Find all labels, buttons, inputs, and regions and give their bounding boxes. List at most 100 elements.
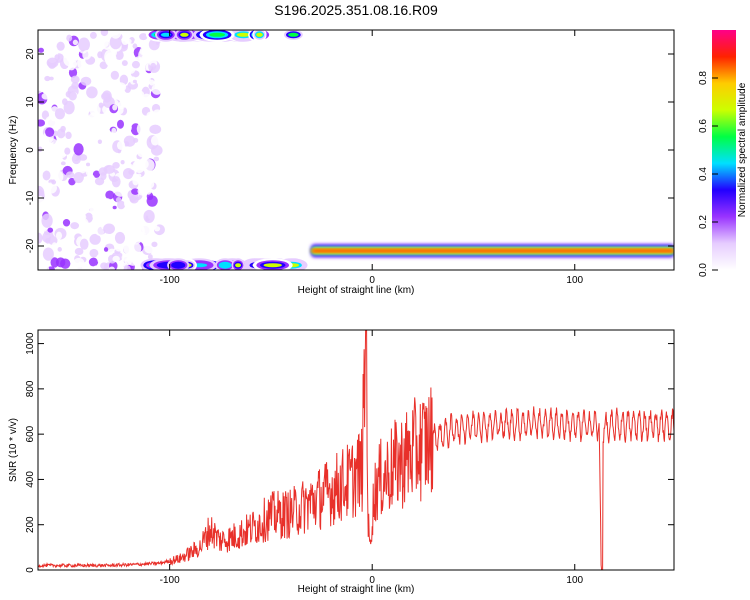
heatmap-noise-blob [70, 222, 80, 230]
heatmap-noise-blob [131, 235, 142, 245]
heatmap-noise-blob [153, 211, 161, 222]
heatmap-noise-blob [139, 33, 148, 41]
heatmap-noise-blob [40, 180, 47, 188]
heatmap-noise-blob [90, 38, 95, 45]
heatmap-noise-blob [144, 76, 151, 83]
heatmap-noise-blob [88, 112, 100, 122]
heatmap-edge-top-blob [256, 32, 263, 37]
heatmap-noise-blob [134, 158, 142, 167]
heatmap-noise-blob [148, 38, 160, 51]
heatmap-noise-blob [50, 257, 59, 268]
heatmap-noise-blob [103, 247, 109, 252]
heatmap-noise-blob [53, 130, 58, 137]
heatmap-y-tick-label-1: 10 [25, 96, 36, 108]
heatmap-noise-blob [71, 153, 82, 165]
line-y-tick-label-0: 0 [25, 567, 36, 573]
heatmap-noise-blob [151, 117, 161, 127]
heatmap-noise-blob [68, 91, 77, 101]
heatmap-noise-blob [65, 171, 75, 178]
heatmap-noise-blob [129, 99, 142, 112]
heatmap-noise-blob [151, 83, 163, 95]
heatmap-noise-blob [73, 191, 83, 200]
heatmap-noise-blob [73, 143, 84, 156]
heatmap-noise-blob [54, 54, 60, 61]
heatmap-noise-blob [112, 104, 118, 111]
heatmap-noise-blob [146, 111, 155, 120]
line-x-tick-label-2: 100 [566, 575, 583, 586]
heatmap-noise-blob [117, 200, 126, 210]
heatmap-noise-blob [73, 172, 84, 184]
heatmap-noise-blob [38, 110, 41, 114]
heatmap-noise-blob [139, 159, 149, 169]
heatmap-noise-blob [120, 160, 125, 165]
heatmap-noise-blob [42, 247, 54, 261]
heatmap-noise-blob [123, 135, 136, 147]
heatmap-noise-blob [38, 119, 46, 127]
heatmap-noise-blob [54, 89, 61, 97]
heatmap-noise-blob [100, 172, 107, 181]
heatmap-noise-blob [97, 91, 103, 97]
heatmap-noise-blob [82, 49, 92, 60]
heatmap-noise-blob [73, 102, 80, 109]
line-x-tick-label-0: -100 [160, 575, 180, 586]
heatmap-noise-blob [68, 177, 76, 186]
colorbar-tick-label-2: 0.4 [698, 167, 709, 181]
heatmap-noise-blob [150, 62, 157, 70]
heatmap-noise-blob [57, 247, 62, 252]
heatmap-noise-blob [76, 30, 86, 40]
heatmap-noise-blob [54, 202, 64, 212]
heatmap-noise-blob [45, 238, 51, 244]
heatmap-noise-blob [103, 78, 115, 88]
heatmap-noise-blob [141, 93, 152, 108]
heatmap-noise-blob [109, 30, 122, 39]
snr-series-line [38, 330, 674, 570]
heatmap-noise-blob [136, 142, 148, 158]
heatmap-noise-blob [89, 233, 101, 245]
heatmap-y-ticks: 20 10 0 -10 -20 [25, 48, 674, 253]
heatmap-noise-blob [100, 127, 111, 140]
heatmap-noise-blob [80, 213, 85, 219]
heatmap-noise-blob [80, 76, 92, 86]
heatmap-edge-top-blob [288, 32, 299, 37]
heatmap-noise-blob [45, 127, 55, 137]
heatmap-noise-blob [97, 139, 103, 144]
heatmap-noise-blob [132, 177, 139, 186]
line-background [38, 330, 674, 570]
heatmap-noise-blob [121, 253, 129, 262]
heatmap-noise-blob [114, 50, 124, 61]
heatmap-y-tick-label-2: 0 [25, 147, 36, 153]
heatmap-y-tick-label-3: -10 [25, 190, 36, 205]
heatmap-noise-blob [98, 102, 104, 108]
heatmap-noise-blob [114, 231, 126, 244]
heatmap-noise-blob [117, 119, 124, 129]
heatmap-noise-blob [71, 82, 80, 90]
heatmap-noise-blob [89, 31, 97, 39]
heatmap-noise-blob [114, 186, 126, 197]
heatmap-x-ticks: -100 0 100 [160, 30, 584, 286]
heatmap-x-tick-label-2: 100 [566, 275, 583, 286]
heatmap-noise-blob [85, 149, 91, 156]
heatmap-noise-blob [51, 179, 57, 185]
heatmap-noise-blob [112, 255, 120, 263]
figure-title: S196.2025.351.08.16.R09 [274, 2, 438, 18]
heatmap-y-tick-label-0: 20 [25, 48, 36, 60]
heatmap-noise-blob [47, 227, 54, 233]
heatmap-edge-top-blob [209, 32, 226, 37]
heatmap-noise-blob [123, 244, 131, 254]
heatmap-noise-blob [131, 145, 137, 150]
line-x-tick-label-1: 0 [369, 575, 375, 586]
heatmap-noise-blob [140, 167, 145, 171]
heatmap-noise-blob [78, 37, 90, 52]
heatmap-noise-blob [107, 112, 114, 119]
heatmap-noise-blob [41, 92, 51, 100]
heatmap-noise-blob [55, 231, 63, 240]
heatmap-noise-blob [125, 38, 132, 44]
heatmap-noise-blob [49, 76, 54, 81]
heatmap-noise-blob [133, 243, 142, 254]
heatmap-noise-blob [94, 223, 106, 236]
heatmap-noise-blob [139, 47, 148, 56]
heatmap-noise-blob [110, 70, 119, 80]
heatmap-x-tick-label-0: -100 [160, 275, 180, 286]
heatmap-noise-blob [112, 205, 117, 210]
heatmap-noise-blob [41, 213, 53, 228]
